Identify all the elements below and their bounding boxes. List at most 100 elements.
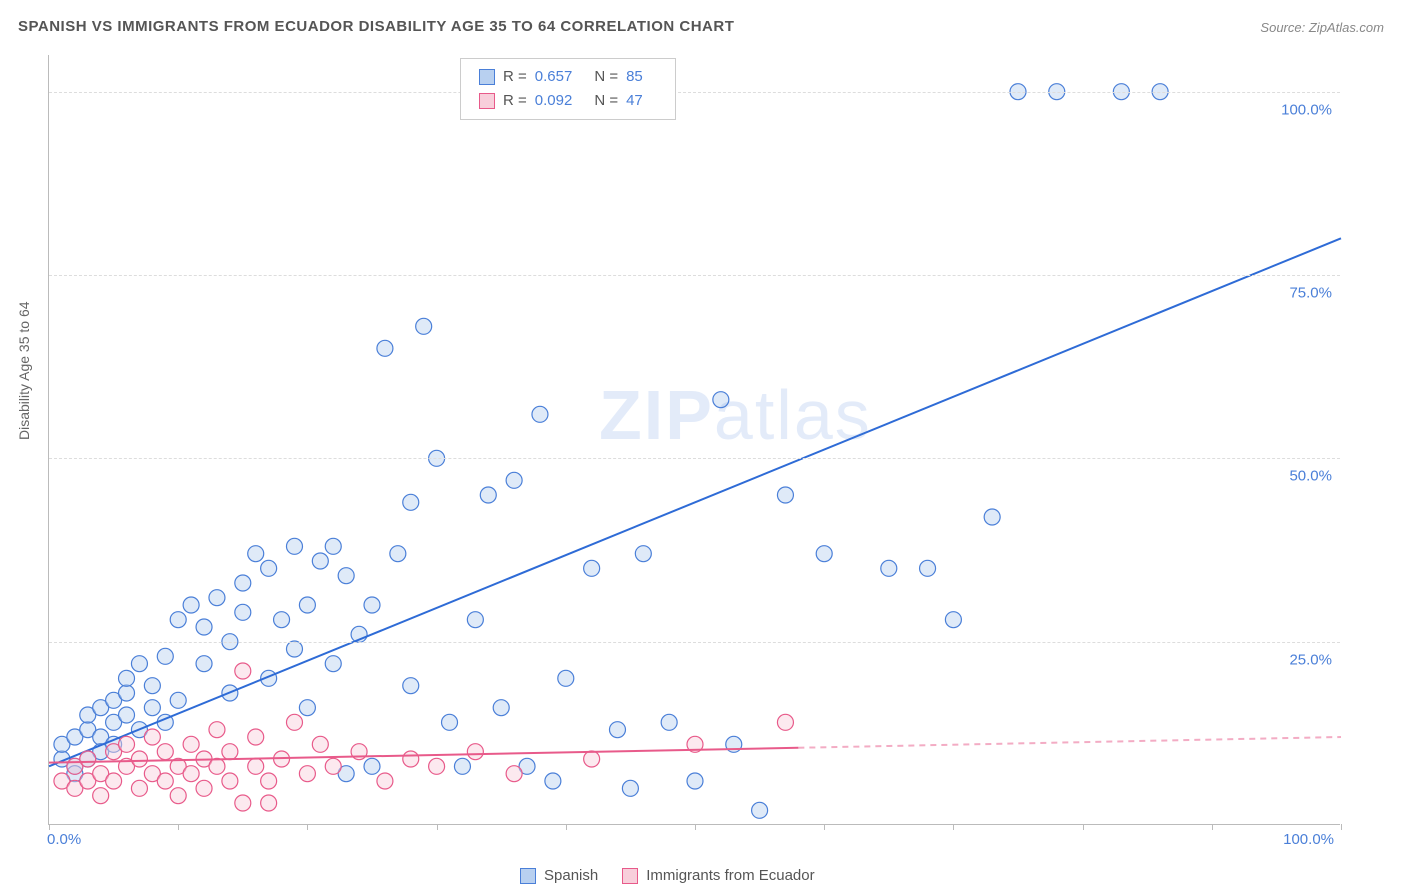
x-tick	[1083, 824, 1084, 830]
gridline	[49, 458, 1340, 459]
y-axis-title: Disability Age 35 to 64	[16, 301, 32, 440]
scatter-point	[493, 700, 509, 716]
y-tick-label: 50.0%	[1289, 468, 1332, 485]
stat-r-label: R =	[503, 65, 527, 89]
y-tick-label: 25.0%	[1289, 651, 1332, 668]
scatter-point	[467, 744, 483, 760]
x-tick	[49, 824, 50, 830]
scatter-point	[558, 670, 574, 686]
scatter-point	[429, 758, 445, 774]
scatter-point	[235, 795, 251, 811]
scatter-point	[325, 538, 341, 554]
scatter-point	[222, 773, 238, 789]
scatter-point	[403, 678, 419, 694]
scatter-point	[467, 612, 483, 628]
scatter-point	[338, 568, 354, 584]
scatter-point	[144, 729, 160, 745]
x-tick	[1212, 824, 1213, 830]
stat-n-label: N =	[594, 65, 618, 89]
scatter-point	[920, 560, 936, 576]
scatter-point	[157, 744, 173, 760]
regression-line-dashed	[798, 737, 1341, 748]
x-tick	[437, 824, 438, 830]
scatter-point	[442, 714, 458, 730]
scatter-point	[209, 722, 225, 738]
scatter-point	[196, 656, 212, 672]
x-tick	[566, 824, 567, 830]
scatter-point	[403, 494, 419, 510]
source-value: ZipAtlas.com	[1309, 20, 1384, 35]
legend-item-ecuador: Immigrants from Ecuador	[622, 867, 814, 884]
scatter-point	[119, 685, 135, 701]
stat-r-label-2: R =	[503, 89, 527, 113]
scatter-point	[364, 758, 380, 774]
source-attribution: Source: ZipAtlas.com	[1260, 20, 1384, 35]
scatter-point	[777, 487, 793, 503]
scatter-point	[209, 758, 225, 774]
swatch-blue-icon	[520, 868, 536, 884]
legend-stats-row-1: R = 0.657 N = 85	[479, 65, 657, 89]
scatter-point	[377, 340, 393, 356]
scatter-point	[635, 546, 651, 562]
legend-stats-row-2: R = 0.092 N = 47	[479, 89, 657, 113]
scatter-point	[454, 758, 470, 774]
gridline	[49, 642, 1340, 643]
x-tick	[1341, 824, 1342, 830]
scatter-point	[377, 773, 393, 789]
scatter-point	[261, 560, 277, 576]
scatter-point	[777, 714, 793, 730]
scatter-point	[299, 597, 315, 613]
scatter-point	[170, 788, 186, 804]
scatter-point	[196, 780, 212, 796]
scatter-point	[131, 751, 147, 767]
scatter-point	[532, 406, 548, 422]
scatter-point	[752, 802, 768, 818]
scatter-point	[312, 553, 328, 569]
plot-area: ZIPatlas 25.0%50.0%75.0%100.0%0.0%100.0%	[48, 55, 1340, 825]
scatter-point	[222, 744, 238, 760]
scatter-point	[312, 736, 328, 752]
scatter-point	[286, 538, 302, 554]
scatter-point	[209, 590, 225, 606]
scatter-point	[131, 656, 147, 672]
x-tick-label: 0.0%	[47, 831, 81, 848]
swatch-blue-icon	[479, 69, 495, 85]
scatter-point	[170, 612, 186, 628]
scatter-point	[119, 670, 135, 686]
scatter-point	[144, 678, 160, 694]
stat-n-label-2: N =	[594, 89, 618, 113]
scatter-point	[945, 612, 961, 628]
scatter-point	[286, 714, 302, 730]
chart-title: SPANISH VS IMMIGRANTS FROM ECUADOR DISAB…	[18, 18, 734, 35]
x-tick	[695, 824, 696, 830]
scatter-point	[286, 641, 302, 657]
gridline	[49, 275, 1340, 276]
scatter-point	[144, 700, 160, 716]
scatter-point	[506, 766, 522, 782]
stat-r-value-2: 0.092	[535, 89, 573, 113]
scatter-point	[235, 604, 251, 620]
stat-n-value-1: 85	[626, 65, 643, 89]
scatter-point	[183, 766, 199, 782]
scatter-point	[299, 766, 315, 782]
stat-r-value-1: 0.657	[535, 65, 573, 89]
scatter-point	[299, 700, 315, 716]
scatter-point	[261, 773, 277, 789]
scatter-point	[506, 472, 522, 488]
scatter-point	[390, 546, 406, 562]
regression-line	[49, 238, 1341, 766]
swatch-pink-icon	[622, 868, 638, 884]
scatter-point	[248, 729, 264, 745]
scatter-point	[183, 736, 199, 752]
scatter-point	[106, 773, 122, 789]
x-tick	[307, 824, 308, 830]
scatter-point	[584, 560, 600, 576]
scatter-point	[325, 656, 341, 672]
legend-label-spanish: Spanish	[544, 867, 598, 884]
scatter-point	[170, 692, 186, 708]
legend-series: Spanish Immigrants from Ecuador	[520, 867, 815, 884]
legend-label-ecuador: Immigrants from Ecuador	[646, 867, 814, 884]
source-label: Source:	[1260, 20, 1305, 35]
scatter-point	[713, 392, 729, 408]
scatter-point	[364, 597, 380, 613]
